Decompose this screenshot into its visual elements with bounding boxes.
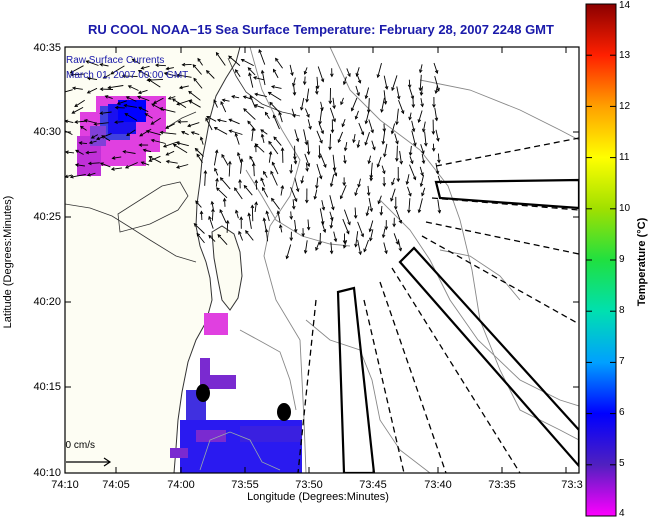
buoy-marker-west — [196, 384, 210, 402]
x-tick-label: 74:10 — [51, 479, 79, 491]
sst-patch-magenta-small — [204, 313, 228, 335]
y-tick-label: 40:25 — [33, 211, 61, 223]
y-tick-label: 40:35 — [33, 42, 61, 54]
x-tick-label: 74:05 — [102, 479, 130, 491]
x-axis-title: Longitude (Degrees:Minutes) — [247, 491, 389, 503]
colorbar-tick-label: 12 — [619, 101, 631, 112]
colorbar-tick-label: 5 — [619, 458, 625, 469]
y-tick-label: 40:10 — [33, 467, 61, 479]
chart-title: RU COOL NOAA−15 Sea Surface Temperature:… — [88, 22, 554, 37]
colorbar-tick-label: 11 — [619, 152, 630, 163]
colorbar-title: Temperature (°C) — [636, 217, 648, 306]
y-tick-label: 40:15 — [33, 381, 61, 393]
x-tick-label: 74:00 — [167, 479, 195, 491]
map-area: Raw Surface Currents March 01, 2007 00:0… — [60, 47, 579, 473]
x-tick-labels: 74:10 74:05 74:00 73:55 73:50 73:45 73:4… — [51, 479, 582, 491]
legend-line-2: March 01, 2007 00:00 GMT — [66, 70, 188, 81]
colorbar-tick-label: 9 — [619, 254, 625, 265]
y-tick-label: 40:20 — [33, 296, 61, 308]
x-tick-label: 73:45 — [359, 479, 387, 491]
colorbar-tick-label: 10 — [619, 203, 631, 214]
colorbar-tick-label: 4 — [619, 508, 625, 519]
x-tick-label: 73:40 — [424, 479, 452, 491]
x-tick-label: 73:35 — [488, 479, 516, 491]
y-tick-labels: 40:35 40:30 40:25 40:20 40:15 40:10 — [33, 42, 61, 479]
colorbar-tick-labels: 14 13 12 11 10 9 8 7 6 5 4 — [619, 0, 631, 519]
colorbar-tick-label: 6 — [619, 407, 625, 418]
y-axis-title: Latitude (Degrees:Minutes) — [2, 196, 14, 329]
colorbar-tick-label: 8 — [619, 305, 625, 316]
colorbar-tick-label: 7 — [619, 356, 625, 367]
x-tick-label: 73:3 — [561, 479, 582, 491]
x-tick-label: 73:50 — [295, 479, 323, 491]
legend-line-1: Raw Surface Currents — [66, 55, 164, 66]
x-tick-label: 73:55 — [231, 479, 259, 491]
colorbar-tick-label: 14 — [619, 0, 631, 11]
y-tick-label: 40:30 — [33, 126, 61, 138]
colorbar-tick-label: 13 — [619, 50, 631, 61]
buoy-marker-east — [277, 403, 291, 421]
